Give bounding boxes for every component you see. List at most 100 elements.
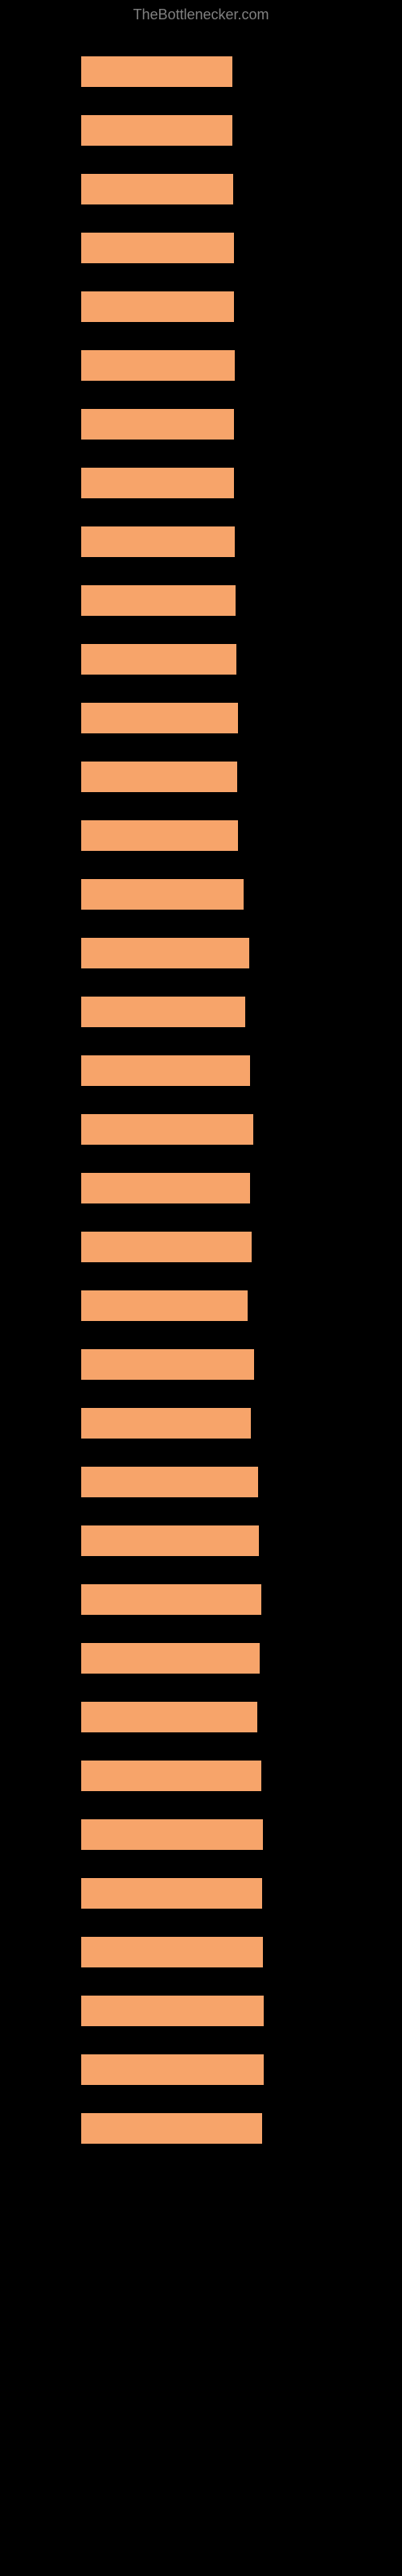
chart-row: NVIDIA GeForce 6500Bottleneck result76.3… bbox=[0, 1213, 402, 1262]
bar-fill bbox=[81, 1525, 259, 1556]
gpu-name: NVIDIA Quadro NVS 130M bbox=[0, 1566, 402, 1579]
bar-fill bbox=[81, 1937, 263, 1967]
bar-row: Bottleneck result80.9% bbox=[0, 2113, 402, 2144]
bar-value: 68.7% bbox=[305, 535, 347, 549]
bar-fill bbox=[81, 2113, 262, 2144]
gpu-name: AMD Radeon 9550 bbox=[0, 1624, 402, 1638]
bar-label: Bottleneck result bbox=[0, 242, 81, 254]
bar-fill bbox=[81, 350, 235, 381]
gpu-name: NVIDIA GeForce 6700 XL bbox=[0, 449, 402, 463]
bar-value: 70.2% bbox=[305, 829, 347, 843]
bar-value: 74.6% bbox=[305, 1299, 347, 1313]
gpu-name: NVIDIA GeForce 6600 bbox=[0, 802, 402, 815]
gpu-name: AMD Radeon HD 3200 bbox=[0, 684, 402, 698]
gpu-name: AMD FirePro 2260 bbox=[0, 155, 402, 169]
bar-label: Bottleneck result bbox=[0, 360, 81, 371]
gpu-name: NVIDIA GeForce 6200 LE bbox=[0, 1096, 402, 1109]
chart-row: NVIDIA GeForce FX 5900XTBottleneck resul… bbox=[0, 1801, 402, 1850]
bar-fill bbox=[81, 1702, 257, 1732]
bottleneck-chart: NVIDIA GeForce 9400Bottleneck result67.6… bbox=[0, 38, 402, 2144]
bar-label: Bottleneck result bbox=[0, 1888, 81, 1899]
bar-label: Bottleneck result bbox=[0, 1300, 81, 1311]
bar-label: Bottleneck result bbox=[0, 1770, 81, 1781]
bar-label: Bottleneck result bbox=[0, 536, 81, 547]
site-header: TheBottlenecker.com bbox=[0, 6, 402, 23]
chart-row: AMD Radeon X1250Bottleneck result78.7% bbox=[0, 1683, 402, 1732]
gpu-name: AMD Radeon X1550 bbox=[0, 625, 402, 639]
bar-value: 69.3% bbox=[305, 653, 347, 667]
gpu-name: AMD Mobility Radeon X300 bbox=[0, 2095, 402, 2108]
chart-row: AMD Radeon X1550 Bottleneck result69.3% bbox=[0, 625, 402, 675]
bar-label: Bottleneck result bbox=[0, 830, 81, 841]
bar-row: Bottleneck result 68.4% bbox=[0, 468, 402, 498]
gpu-name: AMD Radeon HD 4200 bbox=[0, 332, 402, 345]
bar-value: 68.9% bbox=[305, 594, 347, 608]
bar-label: Bottleneck result bbox=[0, 1594, 81, 1605]
gpu-name: AMD Radeon X700 PRO bbox=[0, 1389, 402, 1403]
bar-fill bbox=[81, 1290, 248, 1321]
bar-row: Bottleneck result73.3% bbox=[0, 997, 402, 1027]
bar-label: Bottleneck result bbox=[0, 184, 81, 195]
bar-fill bbox=[81, 1761, 261, 1791]
bar-row: Bottleneck result 81.2% bbox=[0, 1819, 402, 1850]
bar-value: 79.1% bbox=[305, 1476, 347, 1489]
gpu-name: AMD Radeon X1300 PRO bbox=[0, 390, 402, 404]
bar-track bbox=[81, 1525, 305, 1556]
bar-fill bbox=[81, 174, 233, 204]
bar-track bbox=[81, 1878, 305, 1909]
bar-label: Bottleneck result bbox=[0, 1829, 81, 1840]
bar-track bbox=[81, 1290, 305, 1321]
bar-value: 81.2% bbox=[305, 1828, 347, 1842]
gpu-name: NVIDIA Quadro NVS 135M bbox=[0, 1331, 402, 1344]
bar-track bbox=[81, 820, 305, 851]
bar-track bbox=[81, 938, 305, 968]
bar-label: Bottleneck result bbox=[0, 1241, 81, 1253]
bar-label: Bottleneck result bbox=[0, 2123, 81, 2134]
gpu-name: NVIDIA GeForce G205M bbox=[0, 97, 402, 110]
bar-row: Bottleneck result78.7% bbox=[0, 1702, 402, 1732]
gpu-name: NVIDIA GeForce 6200 A-LE bbox=[0, 919, 402, 933]
bar-fill bbox=[81, 2054, 264, 2085]
bar-label: Bottleneck result bbox=[0, 947, 81, 959]
bar-row: Bottleneck result69.3% bbox=[0, 644, 402, 675]
chart-row: NVIDIA GeForce 7300 GSBottleneck result7… bbox=[0, 861, 402, 910]
bar-row: Bottleneck result 68.1% bbox=[0, 174, 402, 204]
bar-row: Bottleneck result76.3% bbox=[0, 1232, 402, 1262]
bar-row: Bottleneck result75.7% bbox=[0, 1055, 402, 1086]
bar-value: 77.5% bbox=[305, 1358, 347, 1372]
bar-track bbox=[81, 1584, 305, 1615]
bar-track bbox=[81, 1408, 305, 1439]
gpu-name: NVIDIA Quadro FX 3400 bbox=[0, 743, 402, 757]
bar-track bbox=[81, 997, 305, 1027]
gpu-name: AMD Radeon X800 PRO bbox=[0, 214, 402, 228]
bar-value: 68.1% bbox=[305, 183, 347, 196]
chart-row: NVIDIA GeForce 6200 LEBottleneck result7… bbox=[0, 1096, 402, 1145]
bar-track bbox=[81, 350, 305, 381]
bar-row: Bottleneck result75.6% bbox=[0, 1173, 402, 1203]
bar-value: 78.7% bbox=[305, 1711, 347, 1724]
bar-value: 68.4% bbox=[305, 477, 347, 490]
bar-label: Bottleneck result bbox=[0, 301, 81, 312]
bar-label: Bottleneck result bbox=[0, 477, 81, 489]
gpu-name: NVIDIA GeForce 8400 bbox=[0, 273, 402, 287]
bar-row: Bottleneck result81.5% bbox=[0, 1996, 402, 2026]
chart-row: NVIDIA Quadro FX 370MBottleneck result68… bbox=[0, 508, 402, 557]
bar-track bbox=[81, 703, 305, 733]
bar-label: Bottleneck result bbox=[0, 712, 81, 724]
bar-fill bbox=[81, 468, 234, 498]
bar-label: Bottleneck result bbox=[0, 771, 81, 782]
bar-fill bbox=[81, 997, 245, 1027]
bar-fill bbox=[81, 233, 234, 263]
bar-row: Bottleneck result79.9% bbox=[0, 1643, 402, 1674]
bar-value: 79.9% bbox=[305, 1652, 347, 1666]
chart-row: AMD Radeon Xpress 1250Bottleneck result8… bbox=[0, 1742, 402, 1791]
bar-track bbox=[81, 56, 305, 87]
chart-row: NVIDIA Quadro NVS 135MBottleneck result7… bbox=[0, 1331, 402, 1380]
chart-row: AMD Radeon X1200Bottleneck result79.1% bbox=[0, 1448, 402, 1497]
bar-fill bbox=[81, 585, 236, 616]
bar-track bbox=[81, 233, 305, 263]
bar-row: Bottleneck result68.8% bbox=[0, 350, 402, 381]
chart-row: AMD Radeon X1300 PROBottleneck result68.… bbox=[0, 390, 402, 440]
chart-row: AMD Radeon X800 PROBottleneck result68.4… bbox=[0, 214, 402, 263]
bar-track bbox=[81, 115, 305, 146]
